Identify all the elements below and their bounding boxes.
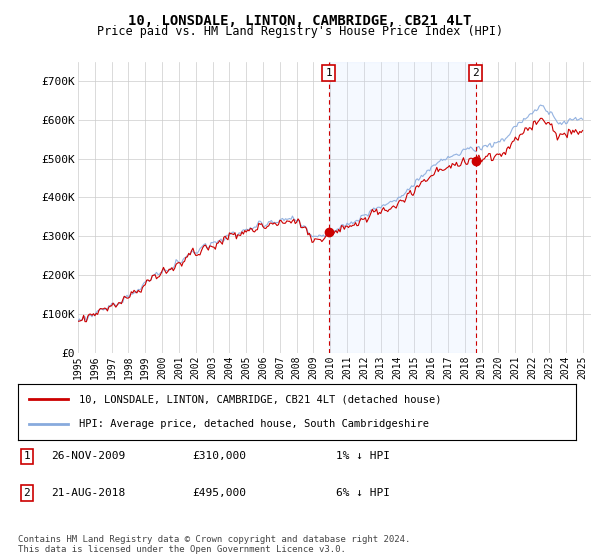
Text: 10, LONSDALE, LINTON, CAMBRIDGE, CB21 4LT (detached house): 10, LONSDALE, LINTON, CAMBRIDGE, CB21 4L…	[79, 394, 442, 404]
Text: 2: 2	[472, 68, 479, 78]
Text: 1: 1	[325, 68, 332, 78]
Text: 10, LONSDALE, LINTON, CAMBRIDGE, CB21 4LT: 10, LONSDALE, LINTON, CAMBRIDGE, CB21 4L…	[128, 14, 472, 28]
Text: 1% ↓ HPI: 1% ↓ HPI	[336, 451, 390, 461]
Text: Price paid vs. HM Land Registry's House Price Index (HPI): Price paid vs. HM Land Registry's House …	[97, 25, 503, 38]
Bar	[329, 62, 476, 353]
Text: 1: 1	[23, 451, 31, 461]
Text: 26-NOV-2009: 26-NOV-2009	[51, 451, 125, 461]
Text: Contains HM Land Registry data © Crown copyright and database right 2024.
This d: Contains HM Land Registry data © Crown c…	[18, 535, 410, 554]
Text: £310,000: £310,000	[192, 451, 246, 461]
Text: 21-AUG-2018: 21-AUG-2018	[51, 488, 125, 498]
Text: 6% ↓ HPI: 6% ↓ HPI	[336, 488, 390, 498]
Text: 2: 2	[23, 488, 31, 498]
Text: HPI: Average price, detached house, South Cambridgeshire: HPI: Average price, detached house, Sout…	[79, 419, 430, 429]
Text: £495,000: £495,000	[192, 488, 246, 498]
